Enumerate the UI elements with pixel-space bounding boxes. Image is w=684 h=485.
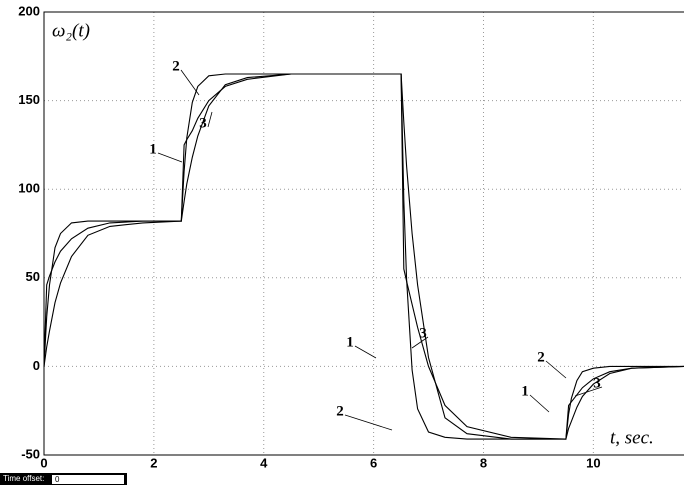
curve-label: 1 — [521, 383, 529, 399]
x-axis-label: t, sec. — [610, 427, 654, 448]
curve-label: 2 — [172, 58, 180, 74]
y-tick-label: 0 — [33, 358, 40, 373]
y-tick-label: 50 — [26, 269, 40, 284]
footer-box — [52, 475, 124, 484]
x-label-bg — [606, 427, 684, 451]
annotation-leader — [344, 414, 393, 431]
y-axis-label: ω₂(t) — [52, 20, 90, 41]
x-tick-label: 8 — [480, 455, 487, 470]
x-tick-label: 4 — [260, 455, 268, 470]
x-tick-label: 6 — [370, 455, 377, 470]
curve-label: 2 — [336, 403, 344, 419]
footer-label: Time offset: — [3, 474, 44, 483]
curve-label: 3 — [419, 325, 427, 341]
annotation-leader — [354, 345, 377, 359]
curve-label: 1 — [346, 334, 354, 350]
x-tick-label: 10 — [586, 455, 600, 470]
curve-label: 2 — [537, 349, 545, 365]
annotation-leader — [180, 69, 200, 96]
series-line — [43, 73, 684, 440]
y-tick-label: 150 — [18, 92, 40, 107]
annotation-leader — [157, 152, 183, 163]
annotation-leader — [529, 394, 550, 413]
plot-frame — [43, 11, 684, 456]
annotation-leader — [207, 111, 213, 128]
curve-label: 3 — [593, 375, 601, 391]
y-tick-label: 100 — [18, 181, 40, 196]
annotation-leader — [411, 336, 429, 349]
annotation-leader — [574, 386, 603, 397]
footer-value: 0 — [55, 475, 60, 484]
annotation-leader — [545, 360, 567, 379]
x-tick-label: 2 — [150, 455, 157, 470]
y-tick-label: -50 — [21, 446, 40, 461]
x-tick-label: 0 — [40, 455, 47, 470]
curve-label: 3 — [199, 115, 207, 131]
y-tick-label: 200 — [18, 3, 40, 18]
curve-label: 1 — [149, 141, 157, 157]
